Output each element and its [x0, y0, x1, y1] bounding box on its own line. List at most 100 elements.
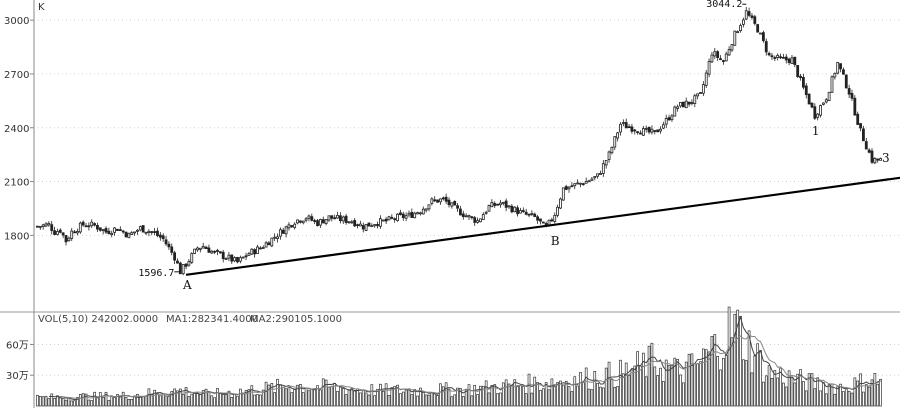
volume-bar [296, 384, 299, 407]
candle-body [847, 88, 851, 95]
volume-bar [433, 393, 437, 407]
volume-bar [427, 394, 431, 407]
candle-body [667, 117, 671, 121]
volume-bar [113, 397, 116, 407]
volume-bar [156, 393, 159, 407]
candle-body [318, 219, 322, 226]
volume-bar [387, 394, 391, 407]
candle-body [647, 126, 651, 133]
volume-bar [224, 394, 228, 407]
volume-bar [407, 388, 411, 407]
candle-body [273, 236, 277, 239]
volume-bar [664, 359, 668, 407]
candle-body [756, 24, 760, 33]
candle-body [624, 122, 628, 129]
volume-bar [504, 379, 508, 407]
candle-body [473, 217, 477, 223]
volume-bar [613, 386, 617, 407]
candle-body [336, 215, 339, 219]
candle-body [138, 226, 142, 231]
candle-body [496, 203, 499, 206]
candle-body [164, 239, 168, 245]
volume-bar [581, 382, 585, 407]
volume-bar [304, 388, 308, 407]
candle-body [810, 102, 814, 108]
volume-bar [267, 384, 271, 407]
candle-body [101, 229, 105, 231]
candle-body [830, 76, 834, 93]
price-tick-label: 1800 [4, 231, 29, 242]
volume-bar [356, 388, 359, 407]
volume-bar [413, 389, 417, 407]
candle-body [276, 236, 279, 240]
volume-bar [779, 367, 782, 407]
volume-bar [713, 334, 717, 407]
candle-body [533, 213, 537, 217]
candle-body [656, 129, 660, 133]
candle-body [559, 198, 562, 209]
volume-bar [561, 384, 565, 407]
candle-body [447, 199, 451, 206]
candle-body [641, 128, 645, 136]
candle-body [333, 217, 337, 220]
volume-bar [456, 387, 459, 407]
volume-bar [116, 394, 119, 407]
candle-body [510, 205, 514, 213]
candle-body [681, 101, 685, 108]
volume-bar [121, 391, 125, 407]
candle-body [842, 69, 845, 75]
volume-bar [644, 376, 648, 407]
volume-bar [339, 386, 342, 407]
candle-body [67, 237, 71, 242]
volume-bar [687, 353, 691, 407]
volume-bar [147, 388, 151, 407]
volume-bar [184, 387, 188, 407]
candle-body [530, 213, 534, 215]
candle-body [347, 221, 351, 224]
volume-bar [524, 393, 528, 407]
volume-bar [124, 396, 128, 407]
candle-body [141, 225, 145, 233]
volume-axis-ticks: 30万 60万 [6, 340, 34, 382]
volume-bar [241, 392, 245, 407]
volume-bar [650, 342, 654, 407]
candle-body [387, 216, 391, 221]
candle-body [864, 141, 868, 150]
candle-body [730, 44, 734, 51]
candle-body [541, 221, 545, 224]
volume-bar [344, 394, 348, 407]
candle-body [361, 225, 365, 230]
volume-bar [321, 378, 325, 407]
annotations: 1596.7 3044.2 A B 1 3 [138, 0, 889, 292]
volume-bar [327, 386, 331, 407]
candle-body [221, 251, 225, 260]
candle-body [627, 126, 631, 129]
candle-body [210, 250, 214, 254]
volume-bar [704, 349, 708, 407]
volume-bar [596, 382, 599, 407]
candle-body [567, 186, 571, 190]
volume-bar [247, 389, 251, 407]
volume-bar [70, 400, 74, 407]
candle-body [316, 220, 319, 227]
volume-bar [742, 359, 745, 407]
volume-bar [439, 383, 442, 407]
volume-bar [364, 392, 368, 407]
volume-bar [144, 396, 148, 407]
volume-bar [101, 396, 105, 407]
volume-bar [284, 388, 288, 407]
candle-body [773, 57, 777, 59]
volume-bar [476, 394, 479, 407]
volume-bar [399, 393, 402, 407]
volume-legend-vol: VOL(5,10) 242002.0000 [38, 314, 158, 325]
candle-body [170, 246, 174, 253]
candle-body [650, 128, 654, 133]
candle-body [156, 230, 159, 237]
volume-bar [350, 388, 354, 407]
volume-bar [867, 386, 871, 407]
candle-body [807, 93, 811, 105]
volume-bar [862, 391, 865, 407]
candle-body [524, 211, 528, 215]
candle-body [579, 182, 582, 185]
candle-body [519, 210, 522, 214]
